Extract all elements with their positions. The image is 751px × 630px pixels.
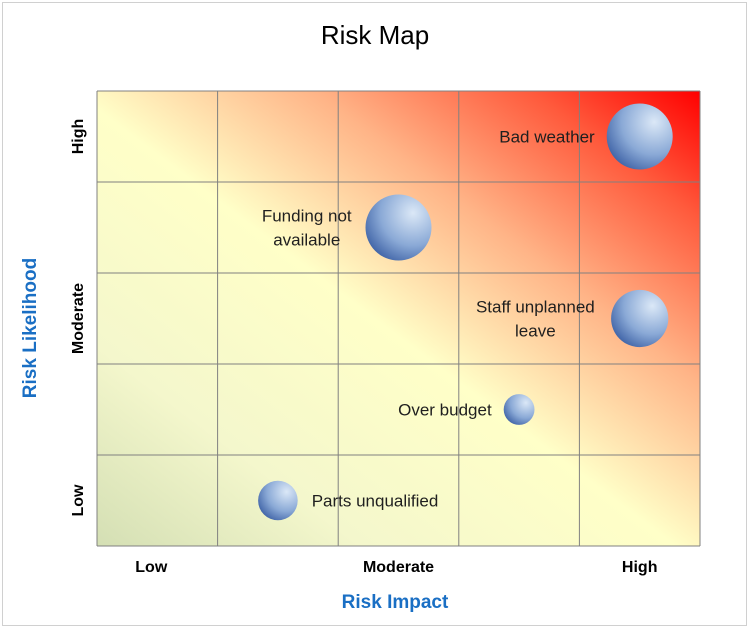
bubble-label-line: Bad weather <box>499 128 595 147</box>
bubble-point <box>258 480 298 521</box>
bubble-label-line: Staff unplanned <box>476 298 595 317</box>
y-tick-label: Low <box>70 484 87 517</box>
bubbles: Bad weather Funding not available Staff unp… <box>258 103 673 521</box>
bubble-label-line: Over budget <box>398 401 492 420</box>
x-tick-labels: Low Moderate High <box>135 559 657 576</box>
plot-area <box>97 91 700 546</box>
bubble-label: Over budget <box>398 401 492 420</box>
y-tick-label: High <box>70 119 87 155</box>
bubble-label: Bad weather <box>499 128 595 147</box>
bubble-label: Parts unqualified <box>312 492 439 511</box>
bubble-label-line: Funding not <box>262 207 352 226</box>
bubble-label-line: Parts unqualified <box>312 492 439 511</box>
bubble-label-line: leave <box>515 322 556 341</box>
bubble-point <box>606 103 673 170</box>
x-tick-label: Low <box>135 559 168 576</box>
bubble-point <box>365 194 432 261</box>
grid-lines <box>96 90 701 547</box>
y-tick-labels: Low Moderate High <box>70 119 87 517</box>
x-tick-label: High <box>622 559 658 576</box>
bubble-point <box>503 394 535 425</box>
chart-title: Risk Map <box>321 20 429 50</box>
bubble-label: Funding not available <box>262 207 352 250</box>
bubble-label: Staff unplanned leave <box>476 298 595 341</box>
y-tick-label: Moderate <box>70 283 87 354</box>
bubble-point <box>611 289 669 348</box>
bubble-label-line: available <box>273 231 340 250</box>
x-axis-title: Risk Impact <box>342 592 449 613</box>
x-tick-label: Moderate <box>363 559 434 576</box>
y-axis-title: Risk Likelihood <box>20 258 41 398</box>
